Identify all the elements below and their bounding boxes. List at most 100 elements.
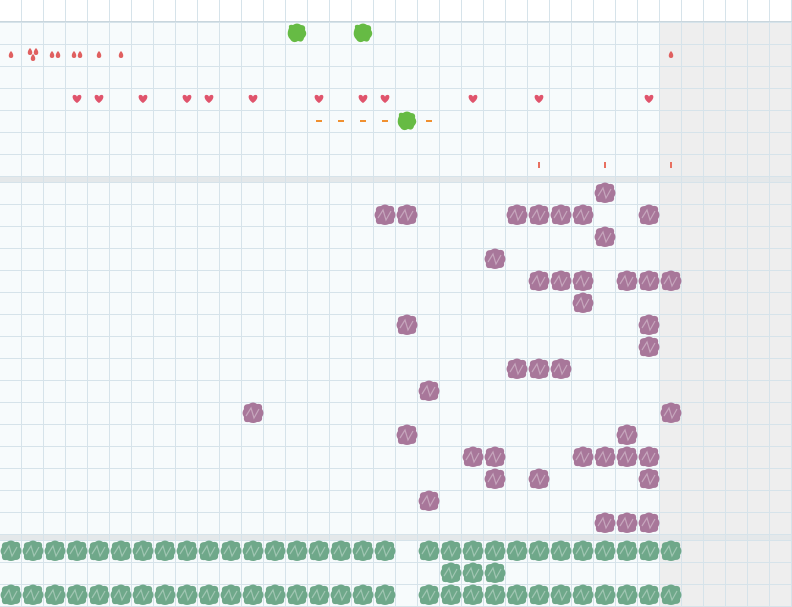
green-mark[interactable]	[550, 584, 572, 606]
green-mark[interactable]	[242, 584, 264, 606]
green-mark[interactable]	[374, 584, 396, 606]
purple-mark[interactable]	[396, 424, 418, 446]
green-mark[interactable]	[462, 562, 484, 584]
green-mark[interactable]	[352, 540, 374, 562]
heart-icon[interactable]	[248, 94, 258, 103]
heart-icon[interactable]	[138, 94, 148, 103]
green-mark[interactable]	[352, 584, 374, 606]
purple-mark[interactable]	[484, 468, 506, 490]
green-mark[interactable]	[66, 584, 88, 606]
green-mark[interactable]	[286, 540, 308, 562]
green-mark[interactable]	[308, 584, 330, 606]
green-mark[interactable]	[528, 584, 550, 606]
purple-mark[interactable]	[484, 248, 506, 270]
drop-icon[interactable]	[30, 54, 36, 61]
purple-mark[interactable]	[660, 402, 682, 424]
green-mark[interactable]	[616, 540, 638, 562]
purple-mark[interactable]	[638, 512, 660, 534]
green-mark[interactable]	[660, 540, 682, 562]
purple-mark[interactable]	[462, 446, 484, 468]
heart-icon[interactable]	[314, 94, 324, 103]
purple-mark[interactable]	[418, 380, 440, 402]
green-mark[interactable]	[462, 584, 484, 606]
dash-mark[interactable]	[382, 120, 388, 122]
tick-mark[interactable]	[670, 162, 672, 168]
green-mark[interactable]	[198, 584, 220, 606]
purple-mark[interactable]	[572, 446, 594, 468]
heart-icon[interactable]	[644, 94, 654, 103]
purple-mark[interactable]	[594, 182, 616, 204]
purple-mark[interactable]	[638, 314, 660, 336]
green-mark[interactable]	[110, 584, 132, 606]
purple-mark[interactable]	[638, 446, 660, 468]
green-mark[interactable]	[528, 540, 550, 562]
green-mark[interactable]	[374, 540, 396, 562]
purple-mark[interactable]	[594, 512, 616, 534]
purple-mark[interactable]	[506, 204, 528, 226]
purple-mark[interactable]	[594, 446, 616, 468]
purple-mark[interactable]	[550, 204, 572, 226]
green-mark[interactable]	[264, 584, 286, 606]
drop-icon[interactable]	[77, 51, 83, 58]
green-mark[interactable]	[440, 584, 462, 606]
purple-mark[interactable]	[572, 204, 594, 226]
purple-mark[interactable]	[550, 358, 572, 380]
purple-mark[interactable]	[418, 490, 440, 512]
green-mark[interactable]	[154, 584, 176, 606]
purple-mark[interactable]	[572, 292, 594, 314]
green-mark[interactable]	[110, 540, 132, 562]
green-mark[interactable]	[176, 540, 198, 562]
purple-mark[interactable]	[660, 270, 682, 292]
green-mark[interactable]	[594, 584, 616, 606]
heart-icon[interactable]	[94, 94, 104, 103]
green-mark[interactable]	[176, 584, 198, 606]
heart-icon[interactable]	[358, 94, 368, 103]
purple-mark[interactable]	[638, 204, 660, 226]
green-mark[interactable]	[484, 540, 506, 562]
purple-mark[interactable]	[594, 226, 616, 248]
green-mark[interactable]	[462, 540, 484, 562]
green-mark[interactable]	[638, 584, 660, 606]
dash-mark[interactable]	[338, 120, 344, 122]
tick-mark[interactable]	[538, 162, 540, 168]
green-mark[interactable]	[22, 540, 44, 562]
purple-mark[interactable]	[396, 314, 418, 336]
green-mark[interactable]	[616, 584, 638, 606]
purple-mark[interactable]	[528, 270, 550, 292]
drop-icon[interactable]	[71, 51, 77, 58]
green-mark[interactable]	[638, 540, 660, 562]
purple-mark[interactable]	[550, 270, 572, 292]
drop-icon[interactable]	[33, 48, 39, 55]
drop-icon[interactable]	[55, 51, 61, 58]
purple-mark[interactable]	[374, 204, 396, 226]
dash-mark[interactable]	[316, 120, 322, 122]
dash-mark[interactable]	[426, 120, 432, 122]
purple-mark[interactable]	[506, 358, 528, 380]
purple-mark[interactable]	[242, 402, 264, 424]
tick-mark[interactable]	[604, 162, 606, 168]
green-mark[interactable]	[220, 540, 242, 562]
purple-mark[interactable]	[616, 270, 638, 292]
purple-mark[interactable]	[528, 204, 550, 226]
green-mark[interactable]	[88, 584, 110, 606]
drop-icon[interactable]	[118, 51, 124, 58]
green-mark[interactable]	[264, 540, 286, 562]
green-mark[interactable]	[154, 540, 176, 562]
green-mark[interactable]	[484, 584, 506, 606]
green-mark[interactable]	[132, 584, 154, 606]
heart-icon[interactable]	[380, 94, 390, 103]
drop-icon[interactable]	[8, 51, 14, 58]
green-mark[interactable]	[0, 540, 22, 562]
purple-mark[interactable]	[616, 424, 638, 446]
green-mark[interactable]	[594, 540, 616, 562]
green-mark[interactable]	[418, 584, 440, 606]
purple-mark[interactable]	[528, 358, 550, 380]
green-mark[interactable]	[286, 584, 308, 606]
purple-mark[interactable]	[638, 468, 660, 490]
heart-icon[interactable]	[182, 94, 192, 103]
green-mark[interactable]	[308, 540, 330, 562]
heart-icon[interactable]	[534, 94, 544, 103]
green-mark[interactable]	[506, 540, 528, 562]
green-mark[interactable]	[198, 540, 220, 562]
drop-icon[interactable]	[27, 48, 33, 55]
